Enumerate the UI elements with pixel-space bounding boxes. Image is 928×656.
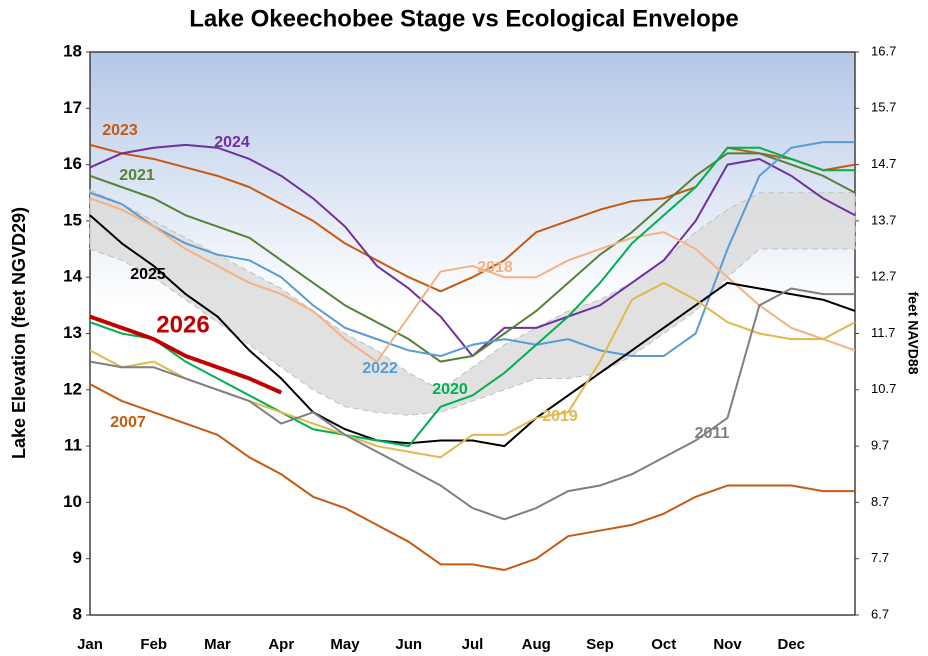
x-tick-label: Aug [522,636,551,653]
x-tick-label: Oct [651,636,676,653]
x-tick-label: May [330,636,360,653]
y-tick-label: 10 [63,492,82,511]
series-line [89,197,856,363]
y-tick-label: 17 [63,98,82,117]
x-tick-label: Apr [268,636,294,653]
series-line [89,383,855,571]
x-tick-label: Nov [713,636,742,653]
y2-tick-label: 9.7 [871,438,889,453]
y2-tick-label: 11.7 [871,325,895,340]
y-tick-label: 8 [73,604,82,623]
y2-tick-label: 7.7 [871,550,889,565]
y-axis-label: Lake Elevation (feet NGVD29) [9,207,29,459]
x-tick-label: Dec [777,636,805,653]
series-line [89,287,855,521]
series-label: 2024 [214,134,250,151]
series-label: 2022 [362,360,398,377]
series-label: 2021 [119,167,155,184]
x-tick-label: Mar [204,636,231,653]
y-tick-label: 11 [64,436,82,455]
y-tick-label: 9 [73,548,82,567]
x-tick-label: Jan [77,636,103,653]
y-tick-label: 12 [63,379,82,398]
plot-area [89,51,856,616]
y-tick-label: 13 [63,323,82,342]
series-label: 2011 [695,425,730,442]
y2-tick-label: 13.7 [871,212,896,227]
x-tick-label: Feb [140,636,167,653]
series-label: 2023 [102,122,138,139]
y2-tick-label: 16.7 [871,43,896,58]
series-label: 2007 [110,414,146,431]
series-label: 2026 [156,311,209,338]
y2-tick-label: 6.7 [871,606,889,621]
series-label: 2020 [432,381,468,398]
y-tick-label: 14 [63,267,82,286]
y2-tick-label: 10.7 [871,381,896,396]
y-tick-label: 15 [63,210,82,229]
x-tick-label: Sep [586,636,614,653]
y2-tick-label: 14.7 [871,156,896,171]
series-line [89,141,855,358]
series-label: 2025 [130,266,166,283]
y-tick-label: 18 [63,41,82,60]
y2-axis-label: feet NAVD88 [905,292,921,375]
x-tick-label: Jul [462,636,484,653]
series-label: 2018 [477,259,513,276]
y-tick-label: 16 [63,154,82,173]
series-line [89,214,856,448]
y2-tick-label: 12.7 [871,269,896,284]
series-line [89,314,283,395]
series-line [89,146,855,448]
y2-tick-label: 15.7 [871,100,896,115]
x-tick-label: Jun [395,636,422,653]
series-label: 2019 [542,408,578,425]
chart-title: Lake Okeechobee Stage vs Ecological Enve… [189,5,739,32]
envelope-area [89,189,856,416]
y2-tick-label: 8.7 [871,494,889,509]
series-line [89,152,856,363]
